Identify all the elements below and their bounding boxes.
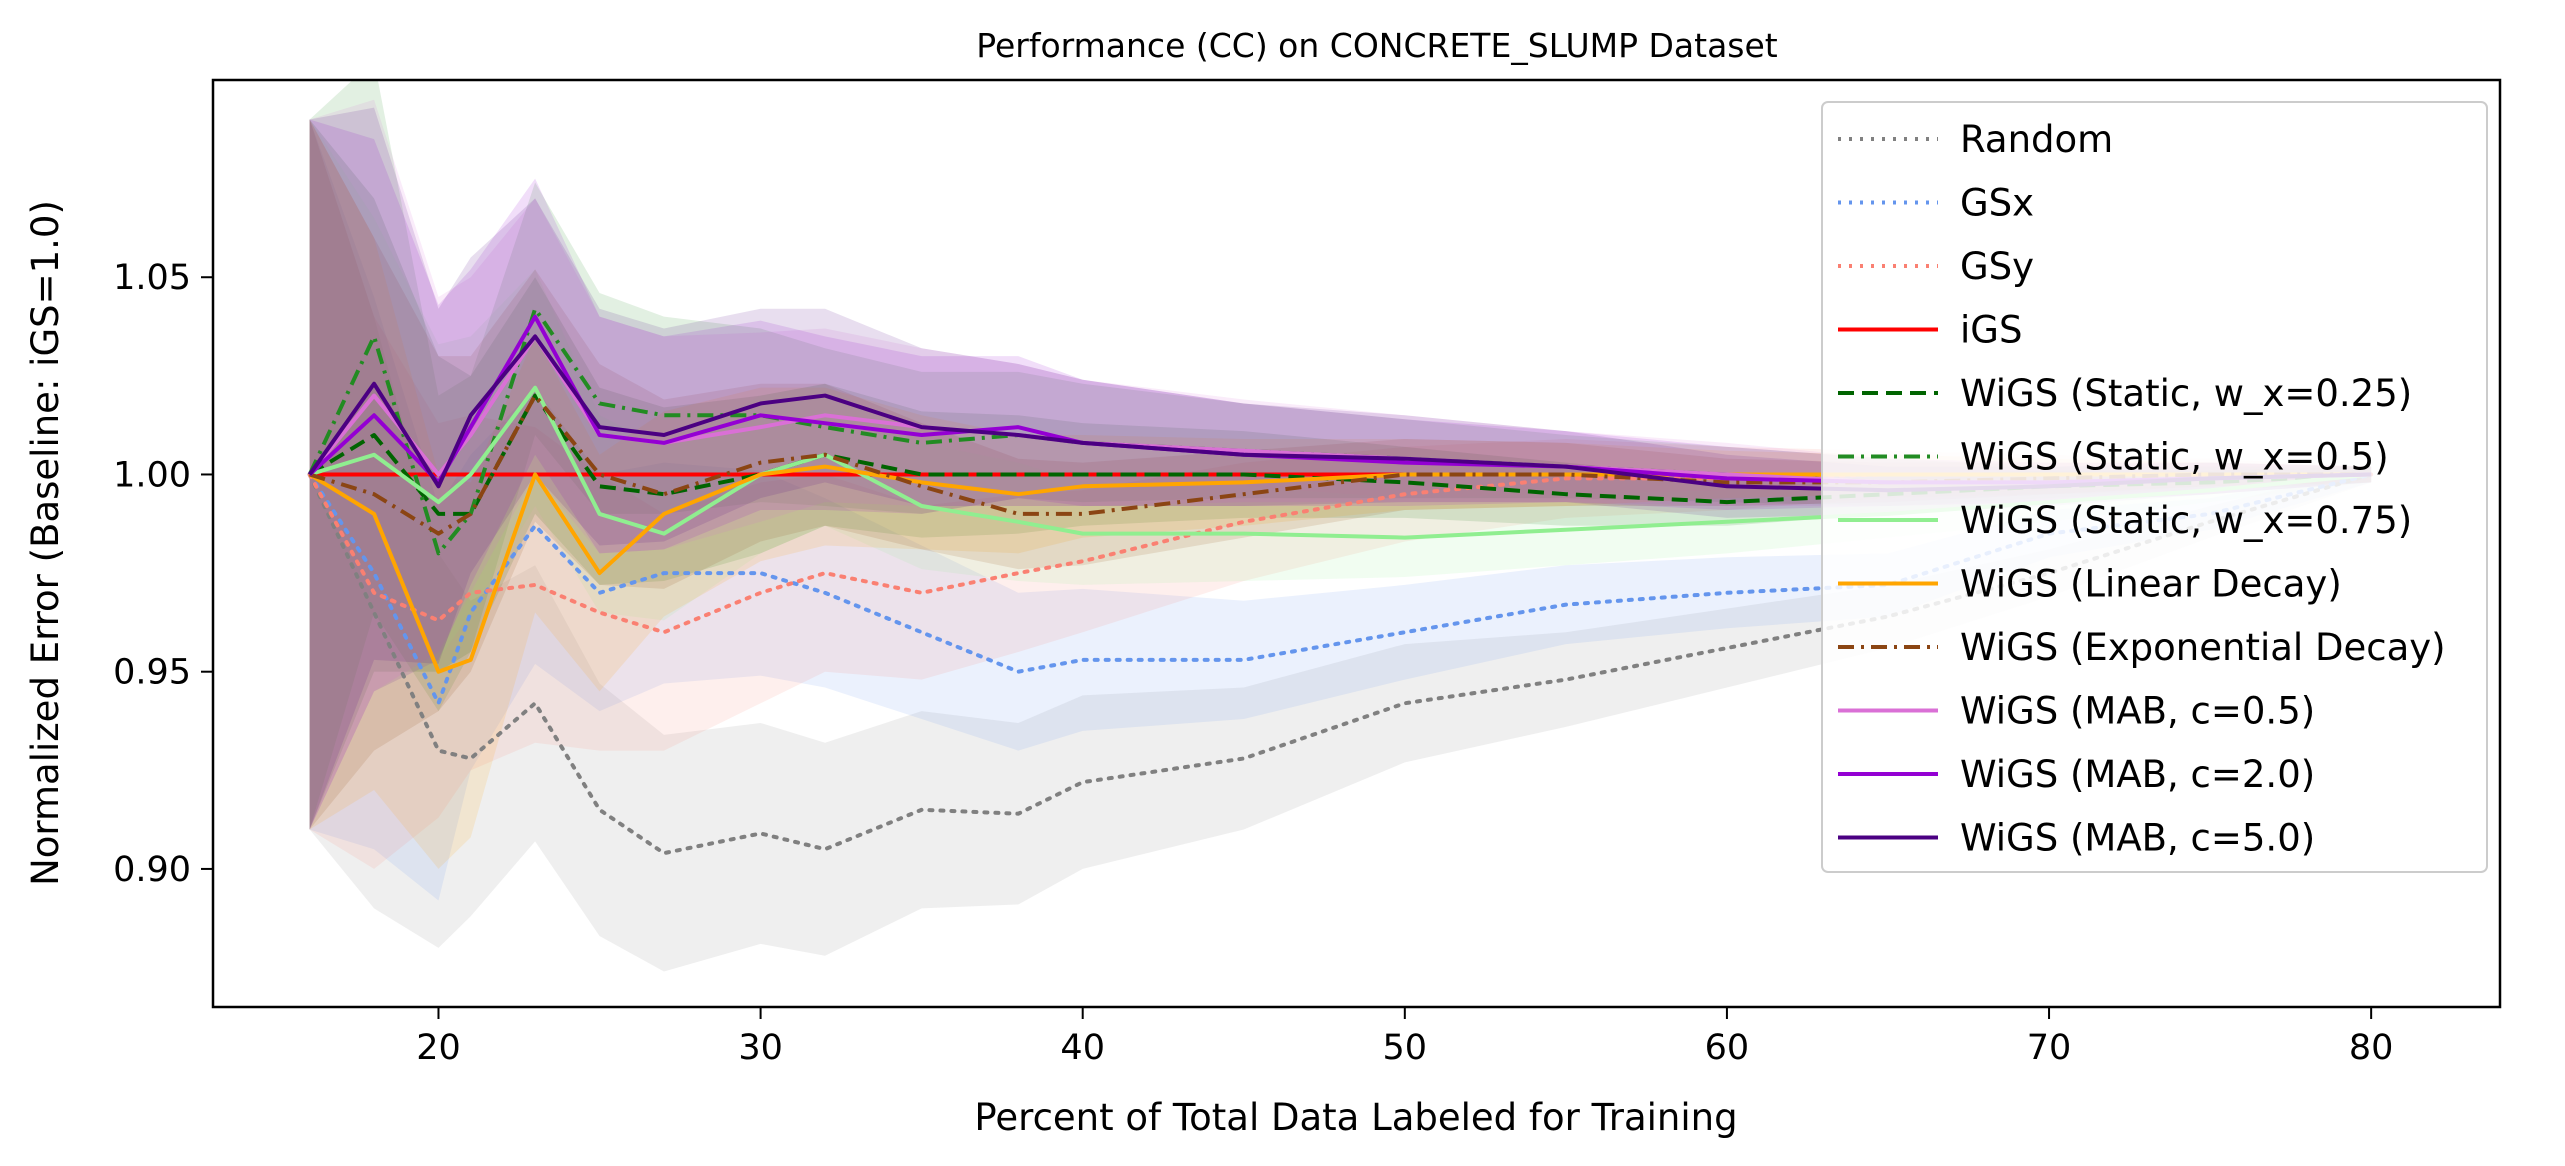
x-axis-label: Percent of Total Data Labeled for Traini… [974,1096,1737,1139]
y-axis-label: Normalized Error (Baseline: iGS=1.0) [24,200,67,886]
legend-label: WiGS (Static, w_x=0.25) [1960,372,2412,415]
x-axis-ticks: 20 30 40 50 60 70 80 [416,1007,2393,1068]
legend-label: GSx [1960,182,2034,225]
legend-label: iGS [1960,309,2022,352]
legend-box [1821,101,2488,873]
legend-label: WiGS (Static, w_x=0.5) [1960,436,2389,479]
x-tick-label: 20 [416,1028,461,1068]
x-tick-label: 80 [2349,1028,2394,1068]
x-tick-label: 60 [1705,1028,1750,1068]
band-wigs-linear-decay- [309,119,2372,869]
legend-label: WiGS (MAB, c=5.0) [1960,817,2315,860]
band-wigs-mab-c-0-5- [309,99,2372,830]
legend-label: WiGS (MAB, c=0.5) [1960,690,2315,733]
band-wigs-mab-c-5-0- [309,107,2372,830]
legend-label: Random [1960,118,2113,161]
band-gsx [309,119,2372,901]
legend-label: WiGS (Exponential Decay) [1960,626,2446,669]
chart-title: Performance (CC) on CONCRETE_SLUMP Datas… [976,26,1778,65]
legend-label: WiGS (Linear Decay) [1960,563,2342,606]
x-tick-label: 30 [738,1028,783,1068]
legend-label: GSy [1960,245,2034,288]
legend-label: WiGS (Static, w_x=0.75) [1960,499,2412,542]
plot-frame [211,78,2502,1009]
x-tick-label: 40 [1060,1028,1105,1068]
legend: Random GSx GSy iGS WiGS (Static, w_x=0.25) Wi… [1821,101,2488,873]
x-tick-label: 70 [2027,1028,2072,1068]
x-tick-label: 50 [1383,1028,1428,1068]
y-tick-label: 0.90 [113,850,191,890]
legend-label: WiGS (MAB, c=2.0) [1960,753,2315,796]
band-random [309,119,2372,972]
y-axis-ticks: 0.90 0.95 1.00 1.05 [113,258,213,890]
y-tick-label: 0.95 [113,653,191,693]
y-tick-label: 1.00 [113,455,191,495]
y-tick-label: 1.05 [113,258,191,298]
band-gsy [309,119,2372,869]
